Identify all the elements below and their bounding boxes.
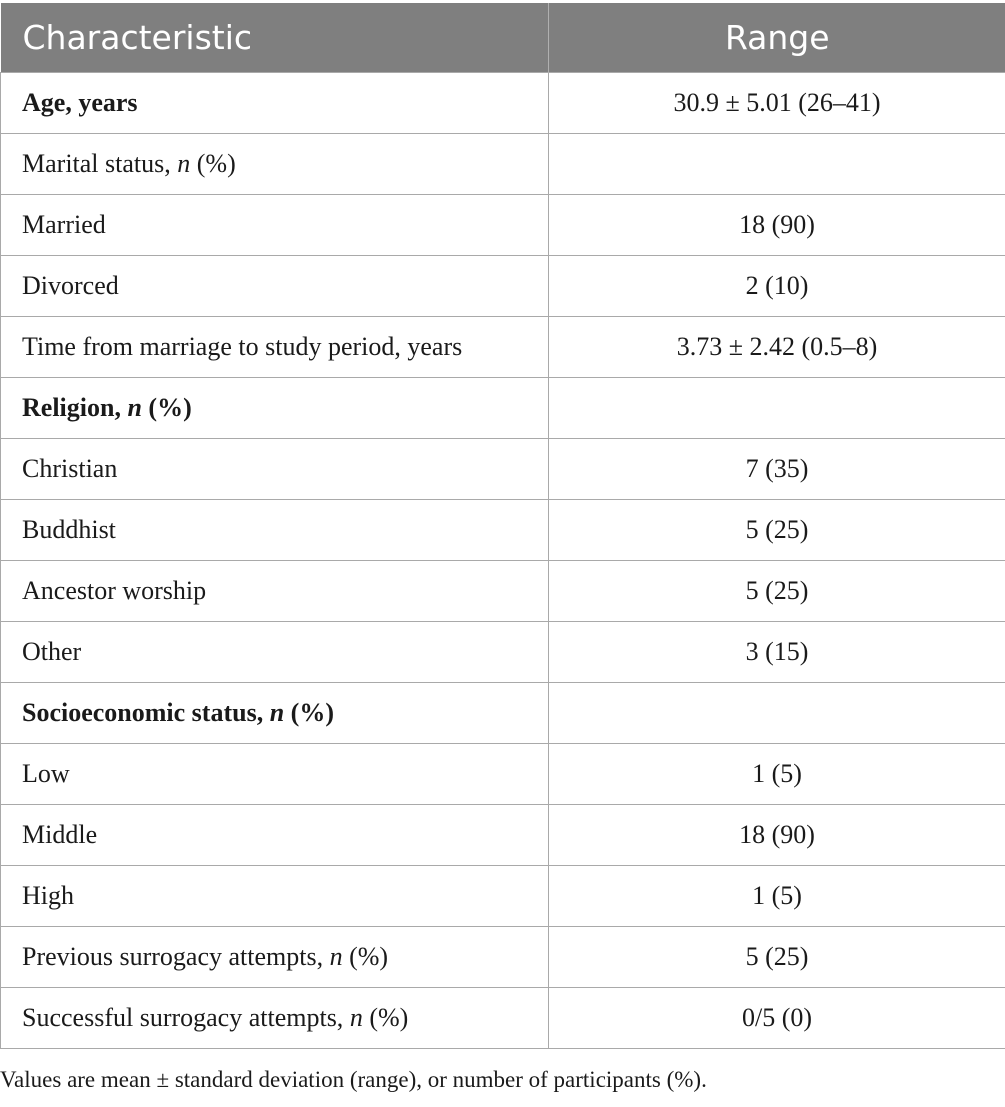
- characteristics-table-container: Characteristic Range Age, years 30.9 ± 5.…: [0, 3, 1005, 1049]
- row-label-text: Socioeconomic status,: [22, 698, 270, 727]
- row-label-text: Married: [22, 210, 106, 239]
- row-label-text: Low: [22, 759, 70, 788]
- row-value: 7 (35): [548, 438, 1005, 500]
- row-label-text: High: [22, 881, 74, 910]
- row-value: [548, 133, 1005, 195]
- table-row: Christian 7 (35): [0, 438, 1005, 500]
- row-label-italic: n: [177, 149, 191, 178]
- row-label: Age, years: [0, 72, 549, 134]
- table-row: Married 18 (90): [0, 194, 1005, 256]
- table-row: Other 3 (15): [0, 621, 1005, 683]
- row-label: Successful surrogacy attempts, n (%): [0, 987, 549, 1049]
- row-label-italic: n: [269, 698, 285, 727]
- table-row: Buddhist 5 (25): [0, 499, 1005, 561]
- row-value: 1 (5): [548, 865, 1005, 927]
- row-value: 30.9 ± 5.01 (26–41): [548, 72, 1005, 134]
- table-row: Ancestor worship 5 (25): [0, 560, 1005, 622]
- row-value: 5 (25): [548, 926, 1005, 988]
- characteristics-table: Characteristic Range Age, years 30.9 ± 5.…: [0, 3, 1005, 1049]
- row-label-suffix: (%): [141, 393, 192, 422]
- table-row: Age, years 30.9 ± 5.01 (26–41): [0, 72, 1005, 134]
- row-label: Previous surrogacy attempts, n (%): [0, 926, 549, 988]
- row-label: Ancestor worship: [0, 560, 549, 622]
- row-label: High: [0, 865, 549, 927]
- row-value: 3 (15): [548, 621, 1005, 683]
- row-label-text: Divorced: [22, 271, 119, 300]
- table-row: Time from marriage to study period, year…: [0, 316, 1005, 378]
- row-label-suffix: (%): [190, 149, 236, 178]
- row-label-italic: n: [349, 1003, 363, 1032]
- row-label-text: Marital status,: [22, 149, 178, 178]
- table-row: Previous surrogacy attempts, n (%) 5 (25): [0, 926, 1005, 988]
- row-label-text: Age, years: [22, 88, 138, 117]
- row-value: [548, 377, 1005, 439]
- row-value: 18 (90): [548, 804, 1005, 866]
- row-value: 18 (90): [548, 194, 1005, 256]
- row-label-suffix: (%): [342, 942, 389, 971]
- row-value: 0/5 (0): [548, 987, 1005, 1049]
- row-label: Divorced: [0, 255, 549, 317]
- row-value: 3.73 ± 2.42 (0.5–8): [548, 316, 1005, 378]
- row-label: Buddhist: [0, 499, 549, 561]
- row-label: Married: [0, 194, 549, 256]
- row-label-suffix: (%): [284, 698, 334, 727]
- table-footnote: Values are mean ± standard deviation (ra…: [0, 1067, 707, 1092]
- header-range: Range: [548, 3, 1005, 73]
- header-characteristic: Characteristic: [0, 3, 549, 73]
- table-row: Religion, n (%): [0, 377, 1005, 439]
- row-label: Other: [0, 621, 549, 683]
- row-label-text: Christian: [22, 454, 118, 483]
- row-label-text: Previous surrogacy attempts,: [22, 942, 330, 971]
- table-row: Divorced 2 (10): [0, 255, 1005, 317]
- row-label: Low: [0, 743, 549, 805]
- row-label-text: Successful surrogacy attempts,: [22, 1003, 350, 1032]
- row-value: 5 (25): [548, 499, 1005, 561]
- table-row: Socioeconomic status, n (%): [0, 682, 1005, 744]
- row-value: 1 (5): [548, 743, 1005, 805]
- row-label-suffix: (%): [362, 1003, 409, 1032]
- table-header-row: Characteristic Range: [0, 3, 1005, 73]
- row-label-italic: n: [127, 393, 142, 422]
- table-row: Low 1 (5): [0, 743, 1005, 805]
- table-row: Successful surrogacy attempts, n (%) 0/5 …: [0, 987, 1005, 1049]
- table-row: Middle 18 (90): [0, 804, 1005, 866]
- table-body: Age, years 30.9 ± 5.01 (26–41) Marital sta…: [0, 72, 1005, 1049]
- row-label-text: Time from marriage to study period, year…: [22, 332, 463, 361]
- table-row: Marital status, n (%): [0, 133, 1005, 195]
- row-value: [548, 682, 1005, 744]
- row-label: Religion, n (%): [0, 377, 549, 439]
- row-label: Socioeconomic status, n (%): [0, 682, 549, 744]
- row-label-text: Religion,: [22, 393, 128, 422]
- table-row: High 1 (5): [0, 865, 1005, 927]
- row-label: Marital status, n (%): [0, 133, 549, 195]
- row-label-italic: n: [329, 942, 343, 971]
- row-label-text: Middle: [22, 820, 98, 849]
- row-label-text: Other: [22, 637, 82, 666]
- row-label-text: Ancestor worship: [22, 576, 207, 605]
- row-label: Time from marriage to study period, year…: [0, 316, 549, 378]
- row-value: 2 (10): [548, 255, 1005, 317]
- row-label: Middle: [0, 804, 549, 866]
- row-label: Christian: [0, 438, 549, 500]
- row-label-text: Buddhist: [22, 515, 116, 544]
- row-value: 5 (25): [548, 560, 1005, 622]
